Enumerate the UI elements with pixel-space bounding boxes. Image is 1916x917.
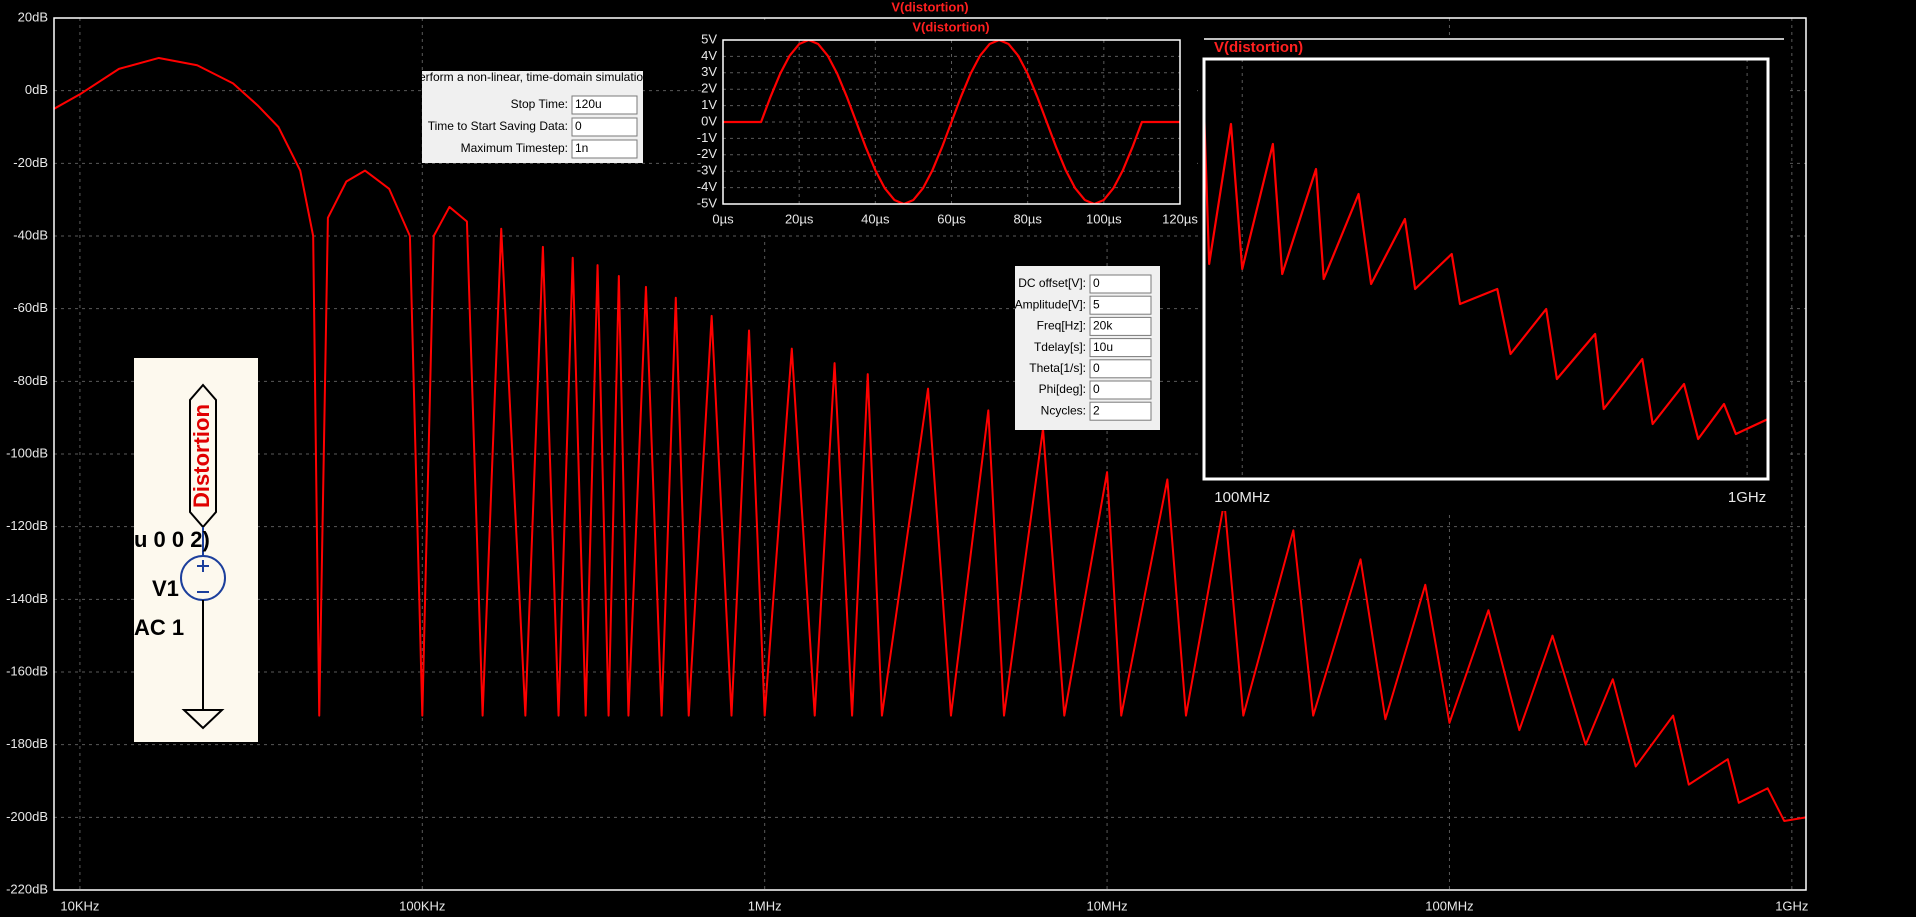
y-tick-label: 4V [701,48,717,63]
x-tick-label: 10MHz [1086,898,1127,913]
field-value[interactable]: 0 [1093,361,1100,375]
input-box[interactable] [1089,316,1152,336]
field-label: Tdelay[s]: [1034,340,1086,354]
dialog-description: Perform a non-linear, time-domain simula… [411,70,653,84]
chart-title: V(distortion) [1214,39,1303,56]
ground [181,709,225,730]
y-tick-label: -1V [697,130,718,145]
field-label: Phi[deg]: [1039,382,1086,396]
input-box[interactable] [1089,380,1152,400]
x-tick-label: 100MHz [1214,489,1270,506]
y-tick-label: -5V [697,195,718,210]
y-tick-label: -200dB [6,809,48,824]
data-line [54,56,1806,822]
chart-title: V(distortion) [912,19,989,34]
y-tick-label: -100dB [6,445,48,460]
y-tick-label: 2V [701,81,717,96]
x-tick-label: 1GHz [1728,489,1766,506]
field-value[interactable]: 20k [1093,319,1113,333]
field-label: Time to Start Saving Data: [428,119,568,133]
plot-frame [1202,57,1770,481]
x-tick-label: 1MHz [748,898,782,913]
input-box[interactable] [1089,295,1152,315]
y-tick-label: -80dB [13,373,48,388]
source-dialog: DC offset[V]: 0 Amplitude[V]: 5 Freq[Hz]: 20k… [1015,266,1160,430]
x-tick-label: 100MHz [1425,898,1473,913]
y-tick-label: -3V [697,163,718,178]
x-tick-label: 60µs [937,211,966,226]
x-tick-label: 1GHz [1775,898,1808,913]
field-value[interactable]: 0 [1093,276,1100,290]
transient-dialog: Perform a non-linear, time-domain simula… [411,70,653,163]
ac-spec: AC 1 [134,615,184,640]
field-label: DC offset[V]: [1018,276,1086,290]
x-tick-label: 40µs [861,211,890,226]
polarity-marks [197,560,209,593]
field-label: Theta[1/s]: [1029,361,1086,375]
y-tick-label: -160dB [6,663,48,678]
x-tick-label: 120µs [1162,211,1198,226]
field-value[interactable]: 0 [1093,382,1100,396]
instance-name: V1 [152,576,179,601]
x-tick-label: 100µs [1086,211,1122,226]
field-value[interactable]: 0 [575,119,582,133]
x-tick-label: 10KHz [60,898,99,913]
field-label: Stop Time: [511,97,568,111]
input-box[interactable] [1089,274,1152,294]
plot-frame [53,17,1807,891]
y-tick-label: -20dB [13,155,48,170]
charts: 10KHz 100KHz 1MHz 10MHz 100MHz 1GHz 20dB 0dB -20… [6,0,1808,913]
y-tick-label: -60dB [13,300,48,315]
y-tick-label: -140dB [6,591,48,606]
input-box[interactable] [571,139,638,159]
data-line [723,40,1180,204]
y-tick-label: 20dB [18,9,48,24]
field-value[interactable]: 5 [1093,297,1100,311]
x-tick-label: 80µs [1013,211,1042,226]
y-tick-label: 0V [701,113,717,128]
y-tick-label: 5V [701,31,717,46]
chart-title: V(distortion) [891,0,968,14]
x-tick-label: 20µs [785,211,814,226]
field-label: Amplitude[V]: [1015,297,1086,311]
input-box[interactable] [1089,401,1152,421]
source-value: u 0 0 2) [134,527,210,552]
y-tick-label: 1V [701,97,717,112]
y-tick-label: 0dB [25,82,48,97]
y-tick-label: -220dB [6,881,48,896]
field-label: Ncycles: [1041,403,1086,417]
input-box[interactable] [571,95,638,115]
field-label: Freq[Hz]: [1037,319,1086,333]
y-tick-label: -120dB [6,518,48,533]
field-value[interactable]: 2 [1093,403,1100,417]
y-tick-label: -4V [697,179,718,194]
x-tick-label: 0µs [712,211,734,226]
x-tick-label: 100KHz [399,898,445,913]
y-tick-label: -40dB [13,227,48,242]
y-tick-label: -2V [697,146,718,161]
field-value[interactable]: 1n [575,141,588,155]
field-value[interactable]: 10u [1093,340,1113,354]
input-box[interactable] [1089,338,1152,358]
y-tick-label: 3V [701,64,717,79]
inset-background [1200,36,1790,511]
net-label: Distortion [189,404,214,508]
input-box[interactable] [571,117,638,137]
schematic-panel [134,358,258,742]
y-tick-label: -180dB [6,736,48,751]
data-line [1204,108,1768,441]
input-box[interactable] [1089,359,1152,379]
schematic: Distortion u 0 0 2) V1 AC 1 [134,358,258,742]
field-value[interactable]: 120u [575,97,602,111]
plot-frame [722,39,1181,205]
field-label: Maximum Timestep: [461,141,568,155]
